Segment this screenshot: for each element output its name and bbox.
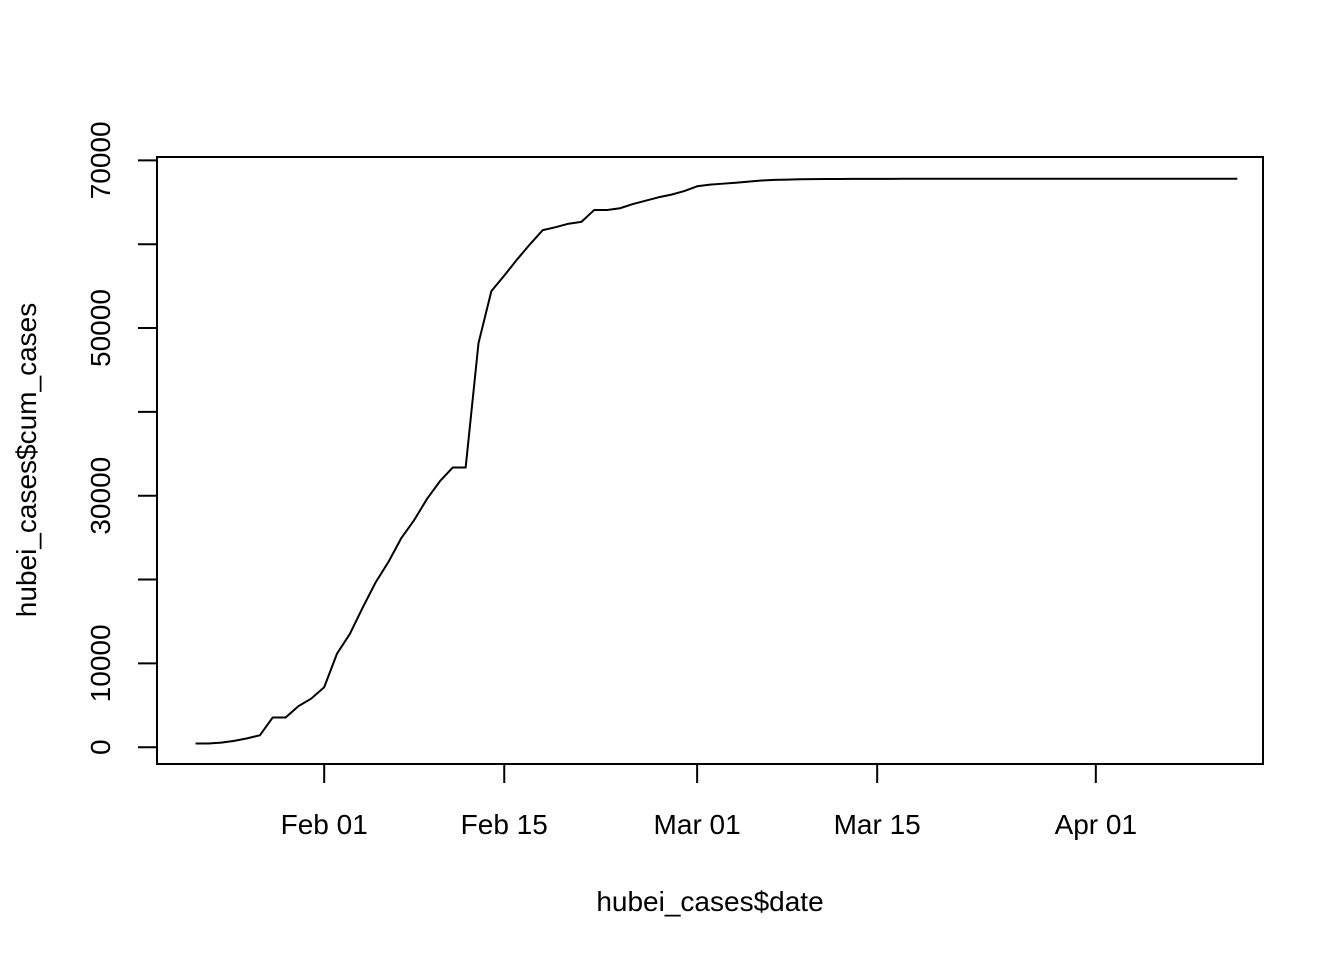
x-tick-label-1: Feb 15 xyxy=(461,809,548,840)
x-axis-label: hubei_cases$date xyxy=(596,886,823,917)
x-tick-label-4: Apr 01 xyxy=(1055,809,1138,840)
x-axis: Feb 01 Feb 15 Mar 01 Mar 15 Apr 01 xyxy=(281,764,1137,840)
x-tick-label-0: Feb 01 xyxy=(281,809,368,840)
x-tick-label-3: Mar 15 xyxy=(834,809,921,840)
y-tick-label-3: 50000 xyxy=(85,289,116,367)
cum-cases-line xyxy=(195,177,1238,745)
x-tick-label-2: Mar 01 xyxy=(654,809,741,840)
plot-frame xyxy=(156,156,1264,765)
y-tick-label-2: 30000 xyxy=(85,457,116,535)
y-axis-label: hubei_cases$cum_cases xyxy=(11,303,42,617)
y-tick-label-4: 70000 xyxy=(85,121,116,199)
y-tick-label-1: 10000 xyxy=(85,624,116,702)
y-axis: 0 10000 30000 50000 70000 xyxy=(85,121,157,755)
y-tick-label-0: 0 xyxy=(85,739,116,755)
